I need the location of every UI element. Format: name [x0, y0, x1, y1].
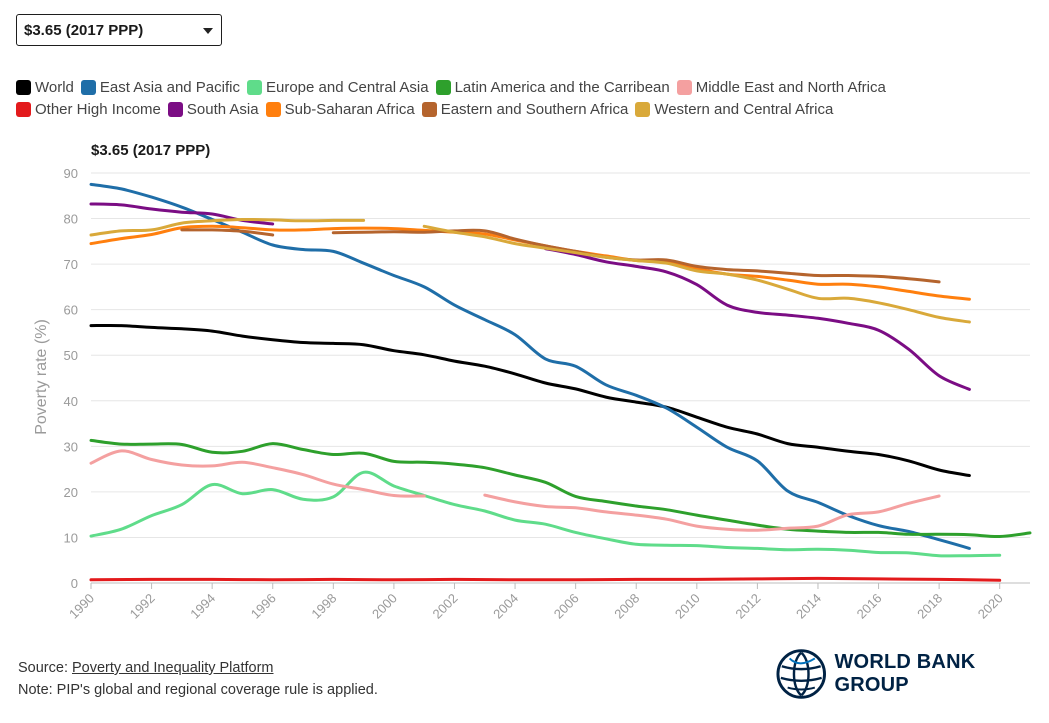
legend-swatch [80, 79, 96, 95]
x-tick-label: 1996 [248, 591, 279, 622]
x-tick-label: 2010 [672, 591, 703, 622]
x-tick-label: 2004 [490, 591, 521, 622]
x-tick-label: 2002 [430, 591, 461, 622]
series-line-eastern-and-southern-africa[interactable] [180, 228, 275, 237]
legend-label: Eastern and Southern Africa [440, 100, 629, 118]
legend-label: Other High Income [35, 100, 161, 118]
series-line-east-asia-and-pacific[interactable] [89, 182, 971, 550]
y-tick-label: 20 [64, 485, 78, 500]
x-tick-label: 1992 [127, 591, 158, 622]
source-prefix: Source: [18, 660, 72, 676]
chart-legend: World East Asia and Pacific Europe and C… [16, 76, 1036, 120]
x-tick-label: 2016 [854, 591, 885, 622]
legend-row-1: World East Asia and Pacific Europe and C… [16, 76, 1036, 98]
poverty-line-chart: 0 10 20 30 40 50 60 70 80 90 1990 1992 1994 1996 1998 2… [33, 142, 1032, 622]
chart-title: $3.65 (2017 PPP) [91, 142, 210, 159]
legend-item-east-asia-pacific[interactable]: East Asia and Pacific [80, 78, 240, 96]
legend-item-south-asia[interactable]: South Asia [167, 100, 259, 118]
series-line-middle-east-and-north-africa[interactable] [89, 449, 426, 498]
x-tick-label: 2014 [793, 591, 824, 622]
poverty-line-select[interactable]: $3.65 (2017 PPP) [16, 14, 222, 46]
legend-item-eastern-southern-africa[interactable]: Eastern and Southern Africa [421, 100, 629, 118]
y-tick-label: 0 [71, 576, 78, 591]
logo-text: WORLD BANK GROUP [834, 651, 976, 696]
coverage-note: Note: PIP's global and regional coverage… [18, 682, 378, 698]
x-tick-label: 2006 [551, 591, 582, 622]
x-tick-label: 1994 [187, 591, 218, 622]
y-tick-label: 80 [64, 212, 78, 227]
grid-layer [91, 172, 1030, 584]
x-tick-label: 2018 [914, 591, 945, 622]
legend-label: East Asia and Pacific [99, 78, 240, 96]
series-line-western-and-central-africa[interactable] [422, 224, 971, 324]
series-line-latin-america-and-the-carribean[interactable] [89, 438, 1032, 539]
legend-item-other-high-income[interactable]: Other High Income [16, 101, 161, 118]
legend-item-western-central-africa[interactable]: Western and Central Africa [635, 101, 833, 118]
x-tick-label: 2008 [611, 591, 642, 622]
series-line-middle-east-and-north-africa[interactable] [483, 493, 941, 532]
legend-swatch [246, 79, 262, 95]
legend-swatch [421, 101, 437, 117]
x-tick-label: 2000 [369, 591, 400, 622]
legend-item-latin-america[interactable]: Latin America and the Carribean [435, 78, 670, 96]
series-line-europe-and-central-asia[interactable] [89, 470, 1002, 558]
legend-label: World [35, 78, 74, 96]
legend-swatch [676, 79, 692, 95]
source-link[interactable]: Poverty and Inequality Platform [72, 660, 274, 676]
source-line: Source: Poverty and Inequality Platform [18, 657, 378, 679]
legend-label: South Asia [186, 100, 259, 118]
series-line-eastern-and-southern-africa[interactable] [331, 228, 941, 284]
y-tick-label: 30 [64, 439, 78, 454]
y-tick-label: 60 [64, 303, 78, 318]
y-tick-label: 10 [64, 530, 78, 545]
legend-swatch [16, 79, 31, 95]
series-layer [89, 182, 1032, 582]
legend-swatch [167, 101, 183, 117]
x-tick-label: 1990 [66, 591, 97, 622]
series-line-south-asia[interactable] [543, 247, 971, 391]
y-tick-label: 50 [64, 348, 78, 363]
x-tick-label: 1998 [308, 591, 339, 622]
legend-item-sub-saharan-africa[interactable]: Sub-Saharan Africa [265, 100, 415, 118]
chevron-down-icon [203, 28, 213, 34]
legend-item-europe-central-asia[interactable]: Europe and Central Asia [246, 78, 429, 96]
legend-swatch [16, 101, 31, 117]
globe-icon [776, 649, 826, 699]
legend-label: Middle East and North Africa [695, 78, 886, 96]
legend-item-world[interactable]: World [16, 79, 74, 96]
series-line-world[interactable] [89, 323, 971, 477]
legend-row-2: Other High Income South Asia Sub-Saharan… [16, 98, 1036, 120]
world-bank-logo: WORLD BANK GROUP [776, 648, 1049, 700]
legend-swatch [635, 101, 651, 117]
legend-label: Europe and Central Asia [265, 78, 429, 96]
y-tick-label: 70 [64, 257, 78, 272]
series-line-western-and-central-africa[interactable] [89, 217, 366, 237]
axis-layer: 0 10 20 30 40 50 60 70 80 90 1990 1992 1994 1996 1998 2… [64, 166, 1006, 622]
series-line-other-high-income[interactable] [89, 576, 1002, 582]
x-tick-label: 2012 [732, 591, 763, 622]
legend-label: Western and Central Africa [654, 100, 834, 118]
series-line-sub-saharan-africa[interactable] [89, 224, 971, 301]
y-axis-label: Poverty rate (%) [33, 319, 50, 435]
legend-label: Sub-Saharan Africa [284, 100, 415, 118]
poverty-line-select-value: $3.65 (2017 PPP) [24, 21, 144, 39]
legend-swatch [435, 79, 451, 95]
source-note: Source: Poverty and Inequality Platform … [18, 657, 378, 701]
legend-item-middle-east-north-africa[interactable]: Middle East and North Africa [676, 78, 886, 96]
y-tick-label: 90 [64, 166, 78, 181]
legend-swatch [265, 101, 281, 117]
y-tick-label: 40 [64, 394, 78, 409]
x-tick-label: 2020 [975, 591, 1006, 622]
legend-label: Latin America and the Carribean [454, 78, 670, 96]
